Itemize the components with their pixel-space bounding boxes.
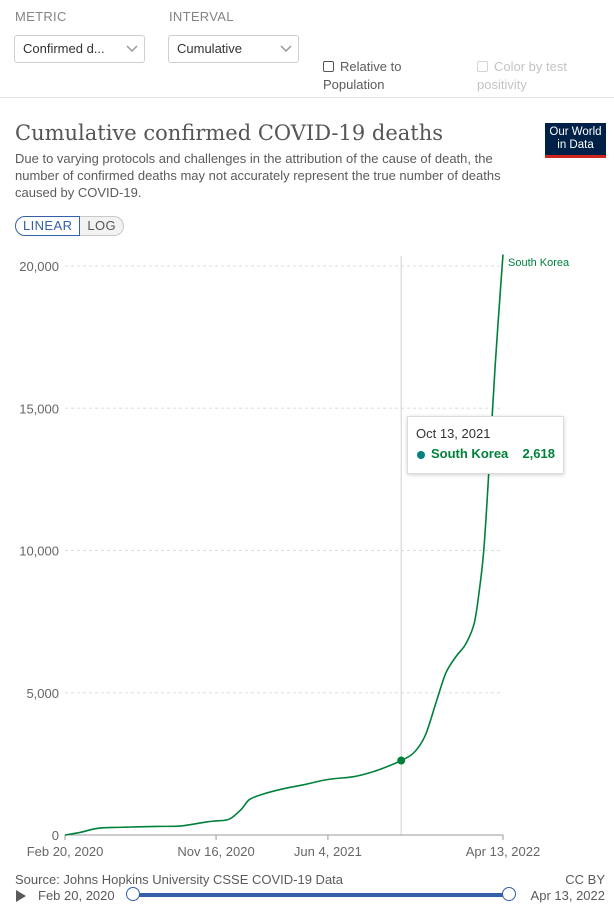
y-tick-label: 15,000 bbox=[19, 401, 59, 416]
chart-title: Cumulative confirmed COVID-19 deaths bbox=[15, 121, 444, 145]
chevron-down-icon bbox=[280, 45, 292, 53]
x-tick-label: Jun 4, 2021 bbox=[294, 844, 362, 859]
timeline-track[interactable] bbox=[133, 893, 509, 897]
line-chart[interactable]: 0 5,000 10,000 15,000 20,000 Feb 20, 2020 Nov… bbox=[0, 240, 614, 865]
interval-value: Cumulative bbox=[177, 41, 243, 56]
x-axis-ticks: Feb 20, 2020 Nov 16, 2020 Jun 4, 2021 Apr 1… bbox=[27, 835, 540, 859]
tooltip-value: 2,618 bbox=[522, 446, 555, 461]
color-by-test-positivity-checkbox: Color by test positivity bbox=[477, 58, 567, 94]
chart-subtitle: Due to varying protocols and challenges … bbox=[15, 151, 501, 200]
controls-bar: METRIC Confirmed d... INTERVAL Cumulativ… bbox=[0, 0, 614, 98]
metric-label: METRIC bbox=[15, 9, 67, 24]
logo-line-1: Our World bbox=[549, 126, 602, 138]
relative-label-2: Population bbox=[323, 77, 385, 92]
color-by-label-1: Color by test bbox=[494, 59, 567, 74]
relative-to-population-checkbox[interactable]: Relative to Population bbox=[323, 58, 401, 94]
y-tick-label: 20,000 bbox=[19, 259, 59, 274]
interval-label: INTERVAL bbox=[169, 9, 234, 24]
scale-toggle: LINEAR LOG bbox=[15, 216, 125, 236]
x-tick-label: Feb 20, 2020 bbox=[27, 844, 104, 859]
timeline-start-handle[interactable] bbox=[126, 887, 140, 901]
checkbox-box bbox=[477, 61, 488, 72]
linear-scale-button[interactable]: LINEAR bbox=[15, 216, 81, 236]
hover-point bbox=[397, 756, 406, 765]
series-label-south-korea[interactable]: South Korea bbox=[508, 257, 570, 269]
relative-label-1: Relative to bbox=[340, 59, 402, 74]
timeline: Feb 20, 2020 Apr 13, 2022 bbox=[0, 885, 614, 907]
x-tick-label: Nov 16, 2020 bbox=[177, 844, 254, 859]
tooltip: Oct 13, 2021 South Korea 2,618 bbox=[407, 416, 564, 474]
gridlines bbox=[65, 265, 503, 694]
tooltip-series-name: South Korea bbox=[431, 446, 509, 461]
source-note[interactable]: Source: Johns Hopkins University CSSE CO… bbox=[15, 872, 344, 887]
x-tick-label: Apr 13, 2022 bbox=[466, 844, 540, 859]
owid-logo[interactable]: Our World in Data bbox=[545, 123, 606, 158]
timeline-end-date: Apr 13, 2022 bbox=[530, 888, 605, 903]
chevron-down-icon bbox=[126, 45, 138, 53]
metric-value: Confirmed d... bbox=[23, 41, 105, 56]
log-scale-button[interactable]: LOG bbox=[80, 216, 125, 236]
y-tick-label: 10,000 bbox=[19, 544, 59, 559]
license-link[interactable]: CC BY bbox=[565, 872, 605, 887]
tooltip-date: Oct 13, 2021 bbox=[416, 426, 491, 441]
play-icon[interactable] bbox=[16, 890, 26, 902]
y-tick-label: 5,000 bbox=[26, 686, 59, 701]
y-axis-ticks: 0 5,000 10,000 15,000 20,000 bbox=[19, 259, 59, 843]
metric-select[interactable]: Confirmed d... bbox=[14, 35, 145, 63]
y-tick-label: 0 bbox=[52, 828, 59, 843]
series-line-south-korea[interactable] bbox=[64, 254, 504, 836]
timeline-start-date: Feb 20, 2020 bbox=[38, 888, 115, 903]
timeline-end-handle[interactable] bbox=[502, 887, 516, 901]
logo-line-2: in Data bbox=[557, 139, 594, 151]
color-by-label-2: positivity bbox=[477, 77, 527, 92]
interval-select[interactable]: Cumulative bbox=[168, 35, 299, 63]
checkbox-box[interactable] bbox=[323, 61, 334, 72]
tooltip-series-dot bbox=[417, 451, 425, 459]
